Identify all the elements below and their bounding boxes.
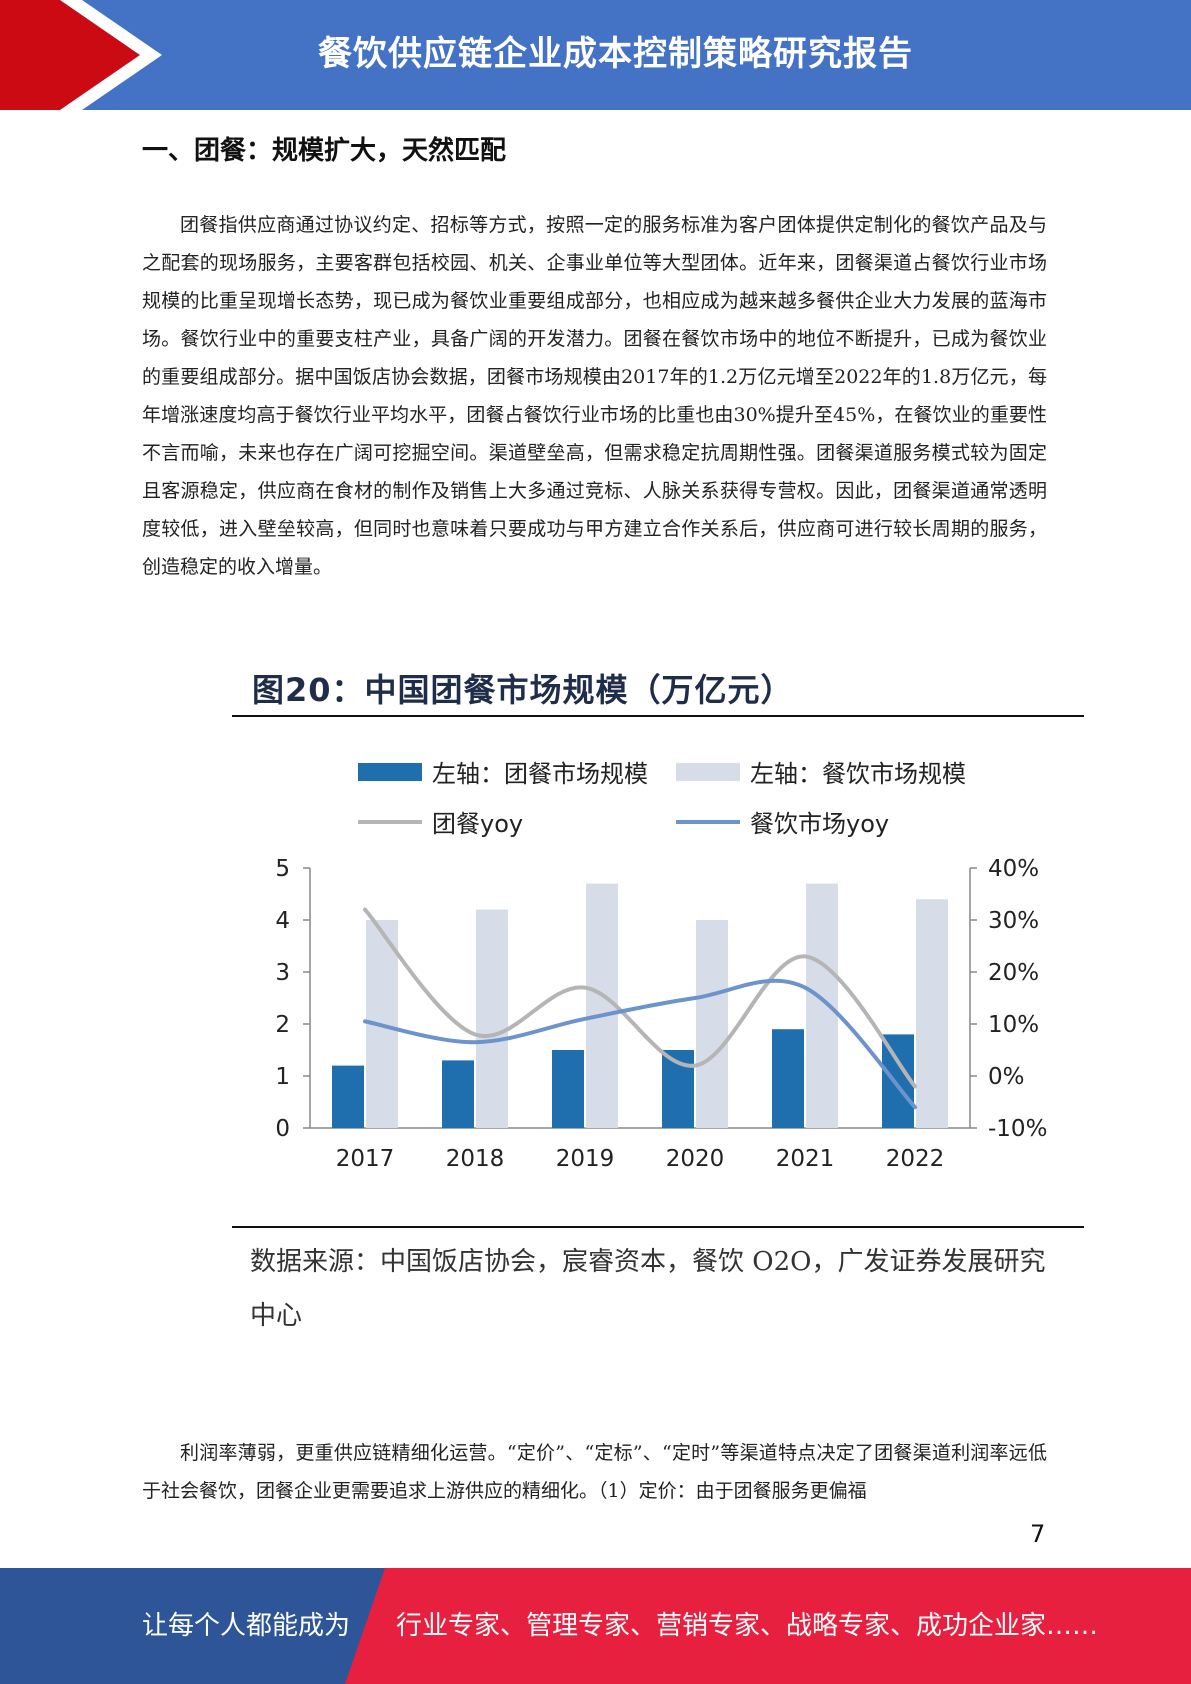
legend-label: 左轴：餐饮市场规模 [750,760,966,788]
bar-canyin-2019 [586,883,618,1128]
body-paragraph: 利润率薄弱，更重供应链精细化运营。“定价”、“定标”、“定时”等渠道特点决定了团… [142,1442,1047,1502]
y-tick-label-right: 10% [988,1012,1039,1038]
page-header: 餐饮供应链企业成本控制策略研究报告 [0,0,1191,110]
x-tick-label: 2018 [446,1146,505,1170]
y-tick-label-right: 0% [988,1064,1025,1090]
figure-bottom-rule [232,1226,1084,1228]
bar-canyin-2021 [806,883,838,1128]
page-number: 7 [1030,1520,1046,1548]
legend-item-line1: 团餐yoy [358,804,523,839]
y-tick-label-left: 0 [275,1116,290,1142]
page-footer: 让每个人都能成为 行业专家、管理专家、营销专家、战略专家、成功企业家…… [0,1568,1191,1684]
legend-item-bar1: 左轴：团餐市场规模 [358,754,648,789]
line-tuancan-yoy [363,907,917,1089]
x-tick-label: 2017 [336,1146,395,1170]
x-tick-label: 2021 [776,1146,835,1170]
legend-swatch [676,819,740,824]
bar-tuancan-2018 [442,1060,474,1128]
bar-canyin-2018 [476,909,508,1128]
bar-tuancan-2017 [332,1065,364,1128]
bar-canyin-2020 [696,920,728,1128]
legend-item-line2: 餐饮市场yoy [676,804,889,839]
body-paragraph: 团餐指供应商通过协议约定、招标等方式，按照一定的服务标准为客户团体提供定制化的餐… [142,214,1047,578]
y-tick-label-left: 3 [275,960,290,986]
legend-label: 团餐yoy [432,810,524,838]
y-tick-label-left: 2 [275,1012,290,1038]
y-tick-label-left: 4 [275,908,290,934]
x-tick-label: 2020 [666,1146,725,1170]
section-heading: 一、团餐：规模扩大，天然匹配 [142,136,507,166]
figure-title: 图20：中国团餐市场规模（万亿元） [252,671,794,709]
footer-slogan-right: 行业专家、管理专家、营销专家、战略专家、成功企业家…… [396,1611,1099,1641]
y-tick-label-right: -10% [988,1116,1047,1142]
y-tick-label-right: 40% [988,856,1039,882]
y-tick-label-right: 30% [988,908,1039,934]
legend-item-bar2: 左轴：餐饮市场规模 [676,754,966,789]
y-tick-label-right: 20% [988,960,1039,986]
footer-decoration [0,1568,385,1684]
legend-label: 左轴：团餐市场规模 [432,760,648,788]
legend-swatch [676,762,740,781]
footer-slogan-left: 让每个人都能成为 [142,1611,351,1641]
y-tick-label-left: 1 [275,1064,290,1090]
report-title: 餐饮供应链企业成本控制策略研究报告 [318,34,913,74]
bar-tuancan-2021 [772,1029,804,1128]
legend-swatch [358,762,422,781]
y-tick-label-left: 5 [275,856,290,882]
legend-swatch [358,819,422,824]
figure-top-rule [232,715,1084,717]
legend-label: 餐饮市场yoy [750,810,890,838]
bar-tuancan-2019 [552,1050,584,1128]
market-size-chart: 5 4 3 2 1 0 40% 30% 20% 10% 0% -10% 2017 2018 2019 2020… [275,856,1047,1170]
bar-canyin-2022 [916,899,948,1128]
figure-source: 数据来源：中国饭店协会，宸睿资本，餐饮 O2O，广发证券发展研究中心 [250,1247,1046,1331]
line-canyin-yoy [363,978,917,1110]
x-tick-label: 2022 [886,1146,945,1170]
header-decoration [0,0,162,110]
x-tick-label: 2019 [556,1146,615,1170]
